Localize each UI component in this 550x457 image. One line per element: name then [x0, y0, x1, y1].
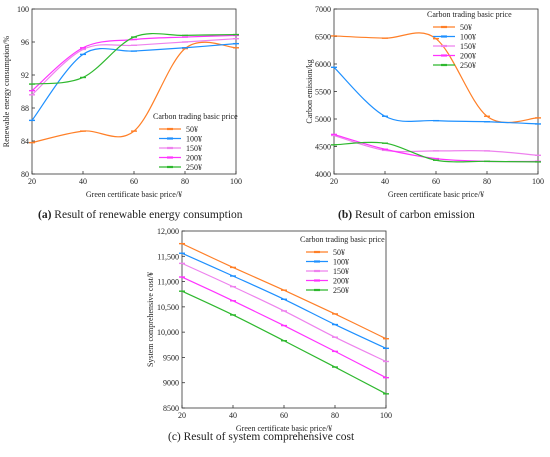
legend-title: Carbon trading basic price	[427, 10, 512, 19]
legend-label: 50¥	[186, 125, 198, 134]
x-tick-label: 20	[330, 177, 338, 186]
x-tick-label: 60	[280, 411, 288, 420]
caption-c: (c) Result of system comprehensive cost	[168, 431, 354, 443]
y-tick-label: 6000	[315, 60, 331, 69]
legend-label: 150¥	[460, 42, 476, 51]
x-tick-label: 100	[380, 411, 392, 420]
x-tick-label: 40	[229, 411, 237, 420]
caption-c-letter: (c)	[168, 431, 181, 443]
series-line-200	[333, 133, 539, 163]
legend-label: 250¥	[186, 163, 202, 172]
y-tick-label: 11,500	[157, 252, 179, 261]
legend-label: 50¥	[333, 248, 345, 257]
y-tick-label: 100	[17, 5, 29, 14]
y-tick-label: 6500	[315, 33, 331, 42]
y-tick-label: 7000	[315, 5, 331, 14]
y-axis-label: Carbon emission/kg	[305, 59, 314, 123]
legend-label: 200¥	[460, 52, 476, 61]
legend: Carbon trading basic price 50¥100¥150¥200…	[153, 112, 238, 172]
series-line-100	[181, 252, 387, 349]
y-tick-label: 12,000	[157, 227, 179, 236]
x-axis-label: Green certificate basic price/¥	[86, 190, 182, 199]
plot-frame	[333, 8, 539, 175]
series-line-150	[181, 262, 387, 363]
plot-frame	[31, 8, 237, 175]
legend: Carbon trading basic price 50¥100¥150¥200…	[300, 235, 385, 295]
legend-label: 150¥	[333, 267, 349, 276]
x-tick-label: 60	[130, 177, 138, 186]
caption-b-letter: (b)	[338, 209, 353, 221]
x-tick-label: 40	[381, 177, 389, 186]
x-axis-label: Green certificate basic price/¥	[236, 424, 332, 433]
legend-label: 250¥	[460, 61, 476, 70]
legend-title: Carbon trading basic price	[153, 112, 238, 121]
legend: Carbon trading basic price 50¥100¥150¥200…	[427, 10, 512, 70]
y-tick-label: 8500	[163, 404, 179, 413]
y-tick-label: 9500	[163, 353, 179, 362]
y-tick-label: 80	[21, 170, 29, 179]
legend-label: 100¥	[186, 135, 202, 144]
caption-b: (b) Result of carbon emission	[338, 209, 475, 221]
series-line-50	[31, 41, 237, 144]
x-tick-label: 60	[432, 177, 440, 186]
chart-panel-1: 4000 4500 5000 5500 6000 6500 7000 20 40 60 80 100 G…	[305, 5, 544, 199]
legend-label: 250¥	[333, 286, 349, 295]
x-tick-label: 100	[532, 177, 544, 186]
caption-a: (a) Result of renewable energy consumpti…	[38, 209, 243, 221]
legend-title: Carbon trading basic price	[300, 235, 385, 244]
chart-panel-2: 8500 9000 9500 10,000 10,500 11,000 11,500 12,0…	[146, 227, 392, 433]
x-tick-label: 80	[483, 177, 491, 186]
y-tick-label: 5500	[315, 88, 331, 97]
y-tick-label: 96	[21, 38, 29, 47]
chart-panel-0: 80 84 88 92 96 100 20 40 60 80 100 Green certificat…	[2, 5, 242, 199]
x-tick-label: 80	[331, 411, 339, 420]
legend-label: 100¥	[333, 258, 349, 267]
series-line-150	[31, 38, 237, 96]
y-tick-label: 88	[21, 104, 29, 113]
series-line-100	[333, 66, 539, 125]
x-tick-label: 20	[28, 177, 36, 186]
series-line-200	[181, 276, 387, 379]
x-tick-label: 20	[178, 411, 186, 420]
caption-b-text: Result of carbon emission	[354, 209, 475, 221]
caption-a-text: Result of renewable energy consumption	[54, 209, 243, 221]
y-axis-label: System comprehensive cost/¥	[146, 272, 155, 367]
y-tick-label: 92	[21, 71, 29, 80]
y-tick-label: 84	[21, 137, 29, 146]
legend-label: 50¥	[460, 23, 472, 32]
x-axis-label: Green certificate basic price/¥	[388, 190, 484, 199]
y-tick-label: 5000	[315, 115, 331, 124]
y-tick-label: 9000	[163, 379, 179, 388]
legend-label: 150¥	[186, 144, 202, 153]
x-tick-label: 100	[230, 177, 242, 186]
series-line-150	[333, 134, 539, 156]
y-tick-label: 4000	[315, 170, 331, 179]
caption-a-letter: (a)	[38, 209, 52, 221]
y-tick-label: 4500	[315, 143, 331, 152]
y-tick-label: 11,000	[157, 278, 179, 287]
x-tick-label: 80	[181, 177, 189, 186]
caption-c-text: Result of system comprehensive cost	[183, 431, 355, 443]
y-axis-label: Renewable energy consumption/%	[2, 35, 11, 147]
legend-label: 200¥	[333, 277, 349, 286]
y-tick-label: 10,500	[157, 303, 179, 312]
x-tick-label: 40	[79, 177, 87, 186]
legend-label: 100¥	[460, 33, 476, 42]
y-tick-label: 10,000	[157, 328, 179, 337]
legend-label: 200¥	[186, 154, 202, 163]
series-line-250	[181, 290, 387, 395]
